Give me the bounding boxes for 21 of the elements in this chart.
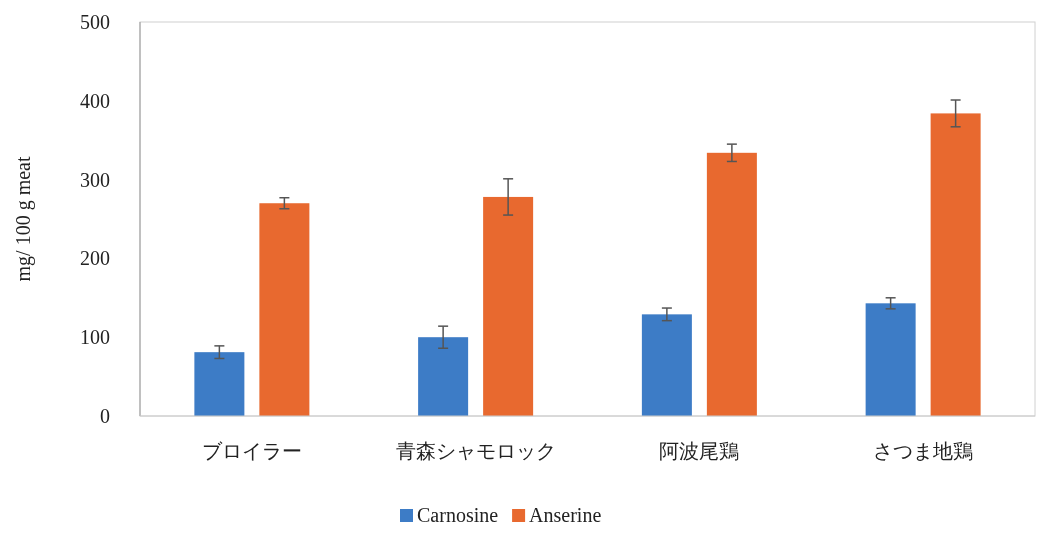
bar [418,337,469,416]
y-tick-label: 100 [80,326,110,349]
y-tick-label: 300 [80,168,110,191]
bar [706,152,757,416]
y-tick-label: 200 [80,247,110,270]
legend-label: Anserine [529,504,602,526]
y-tick-label: 500 [80,11,110,33]
bar [865,303,916,416]
bar [641,314,692,416]
y-tick-label: 400 [80,89,110,112]
bar [483,196,534,416]
bar [259,203,310,416]
bar [194,352,245,416]
y-tick-label: 0 [100,405,110,427]
legend-label: Carnosine [417,504,499,526]
y-axis-title: mg/ 100 g meat [12,156,35,282]
bar [930,113,981,416]
x-tick-label: 阿波尾鶏 [659,440,740,462]
x-tick-label: さつま地鶏 [873,440,974,462]
x-tick-label: 青森シャモロック [395,440,556,462]
x-tick-label: ブロイラー [201,440,302,462]
